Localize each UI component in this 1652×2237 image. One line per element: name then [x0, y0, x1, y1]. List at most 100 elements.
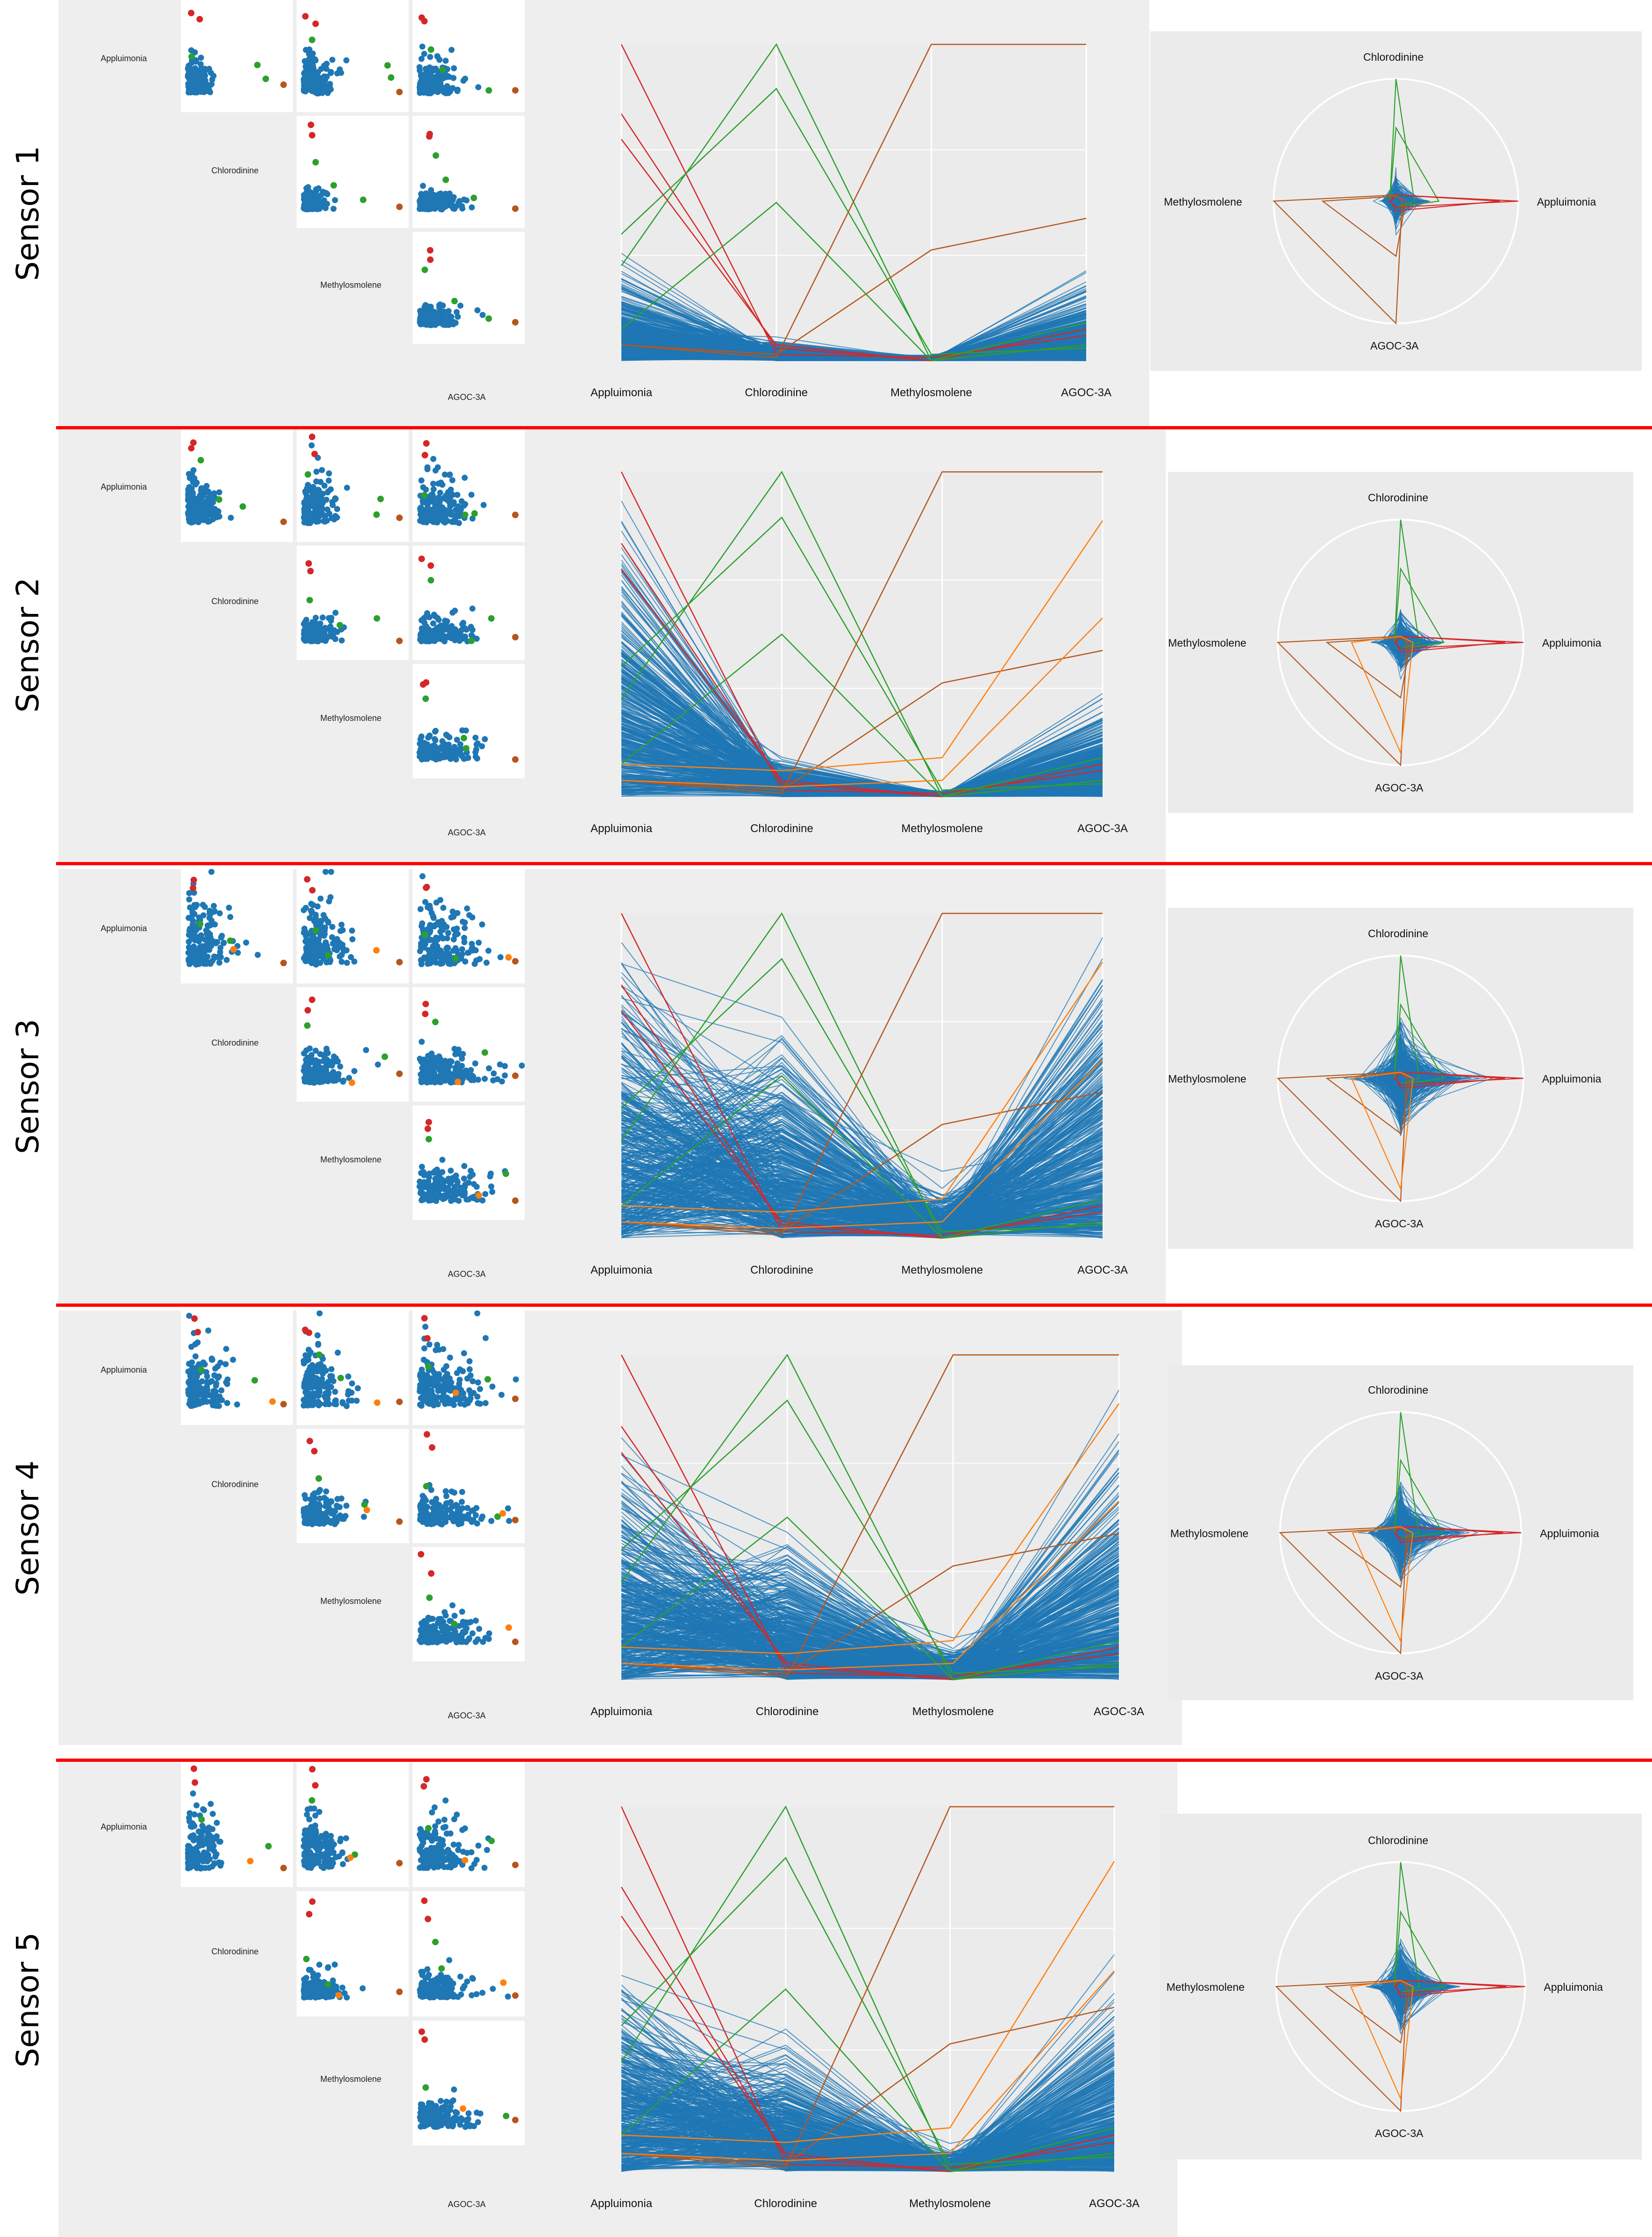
scatter-point — [328, 614, 335, 621]
radar-series-red — [1390, 194, 1500, 212]
scatter-point — [448, 626, 454, 633]
scatter-point — [454, 492, 461, 498]
scatter-point — [436, 505, 443, 511]
scatter-point — [423, 624, 430, 631]
scatter-point — [315, 486, 321, 493]
scatter-point — [334, 936, 340, 942]
scatter-point — [446, 190, 453, 197]
scatter-point — [455, 633, 462, 640]
sensor-label-text: Sensor 3 — [10, 1019, 46, 1154]
series-line-blue — [621, 1102, 1103, 1220]
series-line-red — [621, 139, 1087, 362]
scatter-point-brown — [396, 1070, 403, 1077]
scatter-point — [473, 741, 480, 748]
parallel-coordinates: Appluimonia Chlorodinine Methylosmolene AGO… — [549, 427, 1166, 862]
scatter-point-green — [308, 36, 315, 43]
scatter-point — [301, 1063, 308, 1070]
scatter-point — [420, 1067, 427, 1073]
scatter-point — [444, 752, 450, 758]
scatter-point — [432, 736, 438, 742]
scatter-point — [430, 915, 437, 921]
scatter-point — [448, 47, 455, 53]
scatter-point — [498, 1078, 505, 1085]
parallel-axis-label: Appluimonia — [590, 386, 653, 399]
scatter-point — [453, 1172, 459, 1179]
scatter-point — [305, 484, 311, 490]
scatter-panel — [413, 1105, 525, 1220]
scatter-point-red — [420, 681, 427, 688]
scatter-point — [186, 890, 192, 897]
scatter-point — [458, 745, 465, 752]
scatter-point — [311, 942, 317, 948]
scatter-point — [449, 609, 456, 616]
scatter-point — [454, 736, 460, 743]
scatter-matrix: Appluimonia Chlorodinine Methylosmolene AGO… — [58, 427, 549, 862]
scatter-point — [195, 961, 202, 967]
scatter-point — [441, 745, 447, 752]
scatter-point — [488, 1183, 494, 1190]
scatter-point — [474, 307, 481, 313]
scatter-point — [454, 1060, 461, 1067]
scatter-point — [447, 1079, 454, 1085]
scatter-point — [312, 196, 319, 202]
scatter-point — [308, 621, 315, 627]
scatter-panel-plot — [300, 121, 403, 213]
scatter-point — [186, 70, 192, 76]
scatter-point-green — [262, 75, 269, 82]
scatter-point — [204, 922, 211, 929]
radar-axis-label-left: Methylosmolene — [1168, 637, 1246, 649]
scatter-point — [453, 309, 460, 315]
scatter-point — [460, 620, 466, 626]
scatter-point-red — [307, 568, 314, 575]
scatter-point — [204, 517, 210, 523]
scatter-point — [185, 949, 192, 956]
scatter-panel-plot — [185, 9, 287, 96]
scatter-point-red — [421, 18, 428, 25]
scatter-point — [321, 518, 328, 525]
scatter-point-brown — [512, 512, 519, 519]
radar-series-orange — [1351, 635, 1414, 755]
scatter-point — [444, 935, 450, 941]
scatter-point — [313, 1047, 319, 1054]
scatter-point-green — [463, 745, 470, 752]
scatter-point — [330, 940, 336, 947]
scatter-point — [315, 90, 322, 97]
scatter-point — [375, 1061, 381, 1068]
scatter-point — [340, 1078, 346, 1085]
series-line-blue — [621, 1136, 1103, 1236]
scatter-point-red — [308, 434, 315, 441]
scatter-point — [321, 1076, 328, 1082]
scatter-panel — [297, 545, 409, 660]
scatter-point — [208, 869, 215, 875]
scatter-point — [208, 917, 215, 924]
scatter-point — [449, 492, 456, 498]
scatter-point — [461, 1163, 468, 1169]
series-line-blue — [621, 738, 1103, 795]
scatter-point — [434, 515, 440, 522]
scatter-point — [434, 53, 441, 60]
scatter-point — [424, 198, 431, 204]
series-line-blue — [621, 1102, 1103, 1238]
scatter-point — [329, 499, 335, 506]
scatter-point — [419, 920, 426, 926]
scatter-point — [417, 741, 423, 747]
parallel-axis-label: AGOC-3A — [1077, 822, 1128, 835]
scatter-point — [306, 1045, 313, 1052]
sensor-label: Sensor 2 — [0, 427, 56, 862]
scatter-point — [315, 185, 322, 192]
scatter-point — [187, 904, 193, 911]
scatter-point — [450, 321, 456, 328]
scatter-point — [426, 614, 433, 620]
scatter-point-orange — [505, 954, 512, 961]
scatter-point-brown — [280, 960, 287, 967]
scatter-point — [437, 1170, 443, 1176]
scatter-point — [301, 636, 307, 643]
scatter-point — [315, 625, 321, 631]
scatter-point — [201, 904, 208, 910]
scatter-point-green — [304, 1022, 311, 1029]
scatter-point — [427, 903, 433, 909]
scatter-point — [449, 1074, 455, 1080]
scatter-point-green — [452, 955, 459, 962]
scatter-point — [431, 496, 438, 503]
scatter-point-green — [421, 492, 428, 499]
